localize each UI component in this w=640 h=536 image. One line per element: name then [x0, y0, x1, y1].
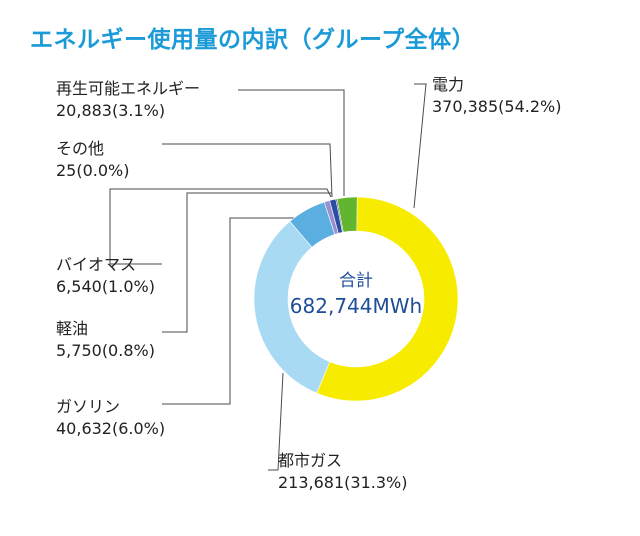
series-value: 25(0.0%)	[56, 161, 130, 180]
series-name: バイオマス	[56, 255, 137, 274]
leader-line-1	[268, 372, 284, 471]
chart-title: エネルギー使用量の内訳（グループ全体）	[30, 27, 476, 53]
donut-center: 合計 682,744MWh	[236, 270, 476, 320]
series-name: 電力	[432, 75, 465, 94]
label-electricity: 電力 370,385(54.2%)	[432, 74, 561, 118]
label-renewable: 再生可能エネルギー 20,883(3.1%)	[56, 78, 200, 122]
total-label: 合計	[339, 271, 373, 291]
label-city-gas: 都市ガス 213,681(31.3%)	[278, 450, 407, 494]
leader-line-5	[162, 143, 333, 198]
series-name: その他	[56, 139, 105, 158]
leader-line-6	[238, 89, 345, 196]
series-value: 213,681(31.3%)	[278, 473, 408, 492]
leader-line-2	[162, 217, 305, 405]
series-value: 40,632(6.0%)	[56, 419, 166, 438]
leader-lines	[109, 83, 427, 471]
series-value: 20,883(3.1%)	[56, 101, 166, 120]
label-biomass: バイオマス 6,540(1.0%)	[56, 254, 155, 298]
series-name: 再生可能エネルギー	[56, 79, 201, 98]
label-diesel: 軽油 5,750(0.8%)	[56, 318, 155, 362]
leader-line-4	[109, 188, 332, 265]
leader-line-0	[413, 83, 427, 209]
series-name: 軽油	[56, 319, 89, 338]
series-value: 370,385(54.2%)	[432, 97, 562, 116]
series-name: 都市ガス	[278, 451, 343, 470]
total-value: 682,744MWh	[289, 294, 423, 318]
donut-hole	[288, 231, 424, 367]
series-value: 5,750(0.8%)	[56, 341, 155, 360]
label-other: その他 25(0.0%)	[56, 138, 130, 182]
label-gasoline: ガソリン 40,632(6.0%)	[56, 396, 165, 440]
leader-line-3	[162, 192, 332, 333]
series-name: ガソリン	[56, 397, 121, 416]
series-value: 6,540(1.0%)	[56, 277, 155, 296]
